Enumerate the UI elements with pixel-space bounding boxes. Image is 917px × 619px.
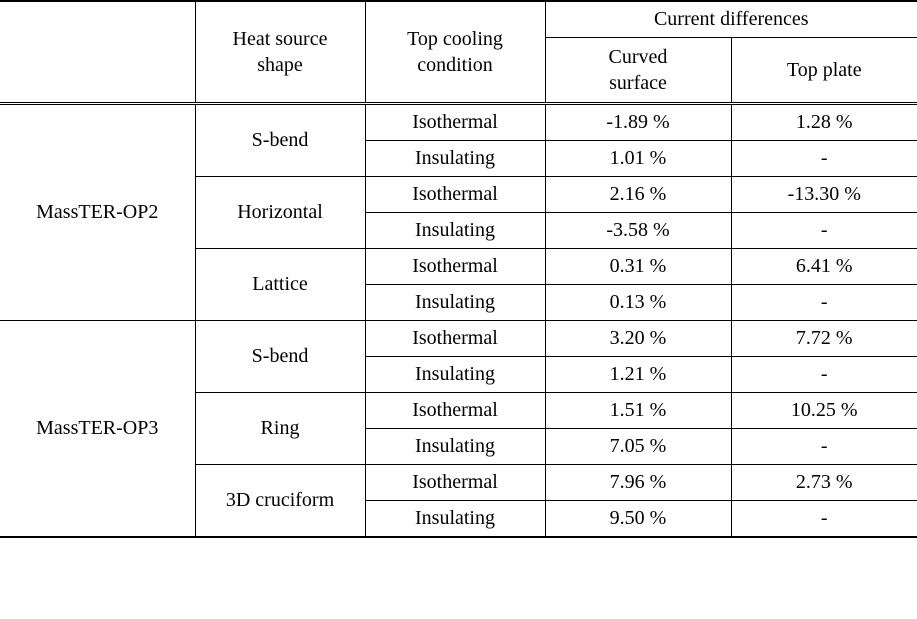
header-heat-source-shape: Heat sourceshape [195, 1, 365, 104]
condition-cell: Isothermal [365, 249, 545, 285]
condition-cell: Insulating [365, 141, 545, 177]
value-top: - [731, 141, 917, 177]
value-curved: 9.50 % [545, 501, 731, 538]
value-curved: 0.31 % [545, 249, 731, 285]
experiment-cell: MassTER-OP3 [0, 321, 195, 538]
shape-cell: Ring [195, 393, 365, 465]
value-top: 1.28 % [731, 104, 917, 141]
condition-cell: Isothermal [365, 177, 545, 213]
shape-cell: Lattice [195, 249, 365, 321]
value-top: - [731, 501, 917, 538]
condition-cell: Insulating [365, 213, 545, 249]
condition-cell: Isothermal [365, 393, 545, 429]
header-blank [0, 1, 195, 104]
value-top: - [731, 429, 917, 465]
header-top-plate: Top plate [731, 38, 917, 104]
value-curved: 0.13 % [545, 285, 731, 321]
value-top: 2.73 % [731, 465, 917, 501]
shape-cell: S-bend [195, 104, 365, 177]
condition-cell: Insulating [365, 501, 545, 538]
condition-cell: Insulating [365, 429, 545, 465]
value-top: 6.41 % [731, 249, 917, 285]
value-curved: 2.16 % [545, 177, 731, 213]
value-top: -13.30 % [731, 177, 917, 213]
header-current-differences: Current differences [545, 1, 917, 38]
experiment-cell: MassTER-OP2 [0, 104, 195, 321]
header-curved-surface: Curvedsurface [545, 38, 731, 104]
shape-cell: 3D cruciform [195, 465, 365, 538]
value-curved: 3.20 % [545, 321, 731, 357]
condition-cell: Isothermal [365, 321, 545, 357]
value-curved: -1.89 % [545, 104, 731, 141]
value-top: - [731, 213, 917, 249]
condition-cell: Insulating [365, 357, 545, 393]
value-top: - [731, 285, 917, 321]
shape-cell: Horizontal [195, 177, 365, 249]
shape-cell: S-bend [195, 321, 365, 393]
results-table: Heat sourceshape Top coolingcondition Cu… [0, 0, 917, 538]
value-curved: 1.01 % [545, 141, 731, 177]
value-curved: 1.21 % [545, 357, 731, 393]
value-top: - [731, 357, 917, 393]
header-top-cooling-condition: Top coolingcondition [365, 1, 545, 104]
condition-cell: Insulating [365, 285, 545, 321]
value-curved: 7.96 % [545, 465, 731, 501]
value-curved: -3.58 % [545, 213, 731, 249]
value-top: 10.25 % [731, 393, 917, 429]
condition-cell: Isothermal [365, 104, 545, 141]
value-top: 7.72 % [731, 321, 917, 357]
value-curved: 7.05 % [545, 429, 731, 465]
value-curved: 1.51 % [545, 393, 731, 429]
condition-cell: Isothermal [365, 465, 545, 501]
